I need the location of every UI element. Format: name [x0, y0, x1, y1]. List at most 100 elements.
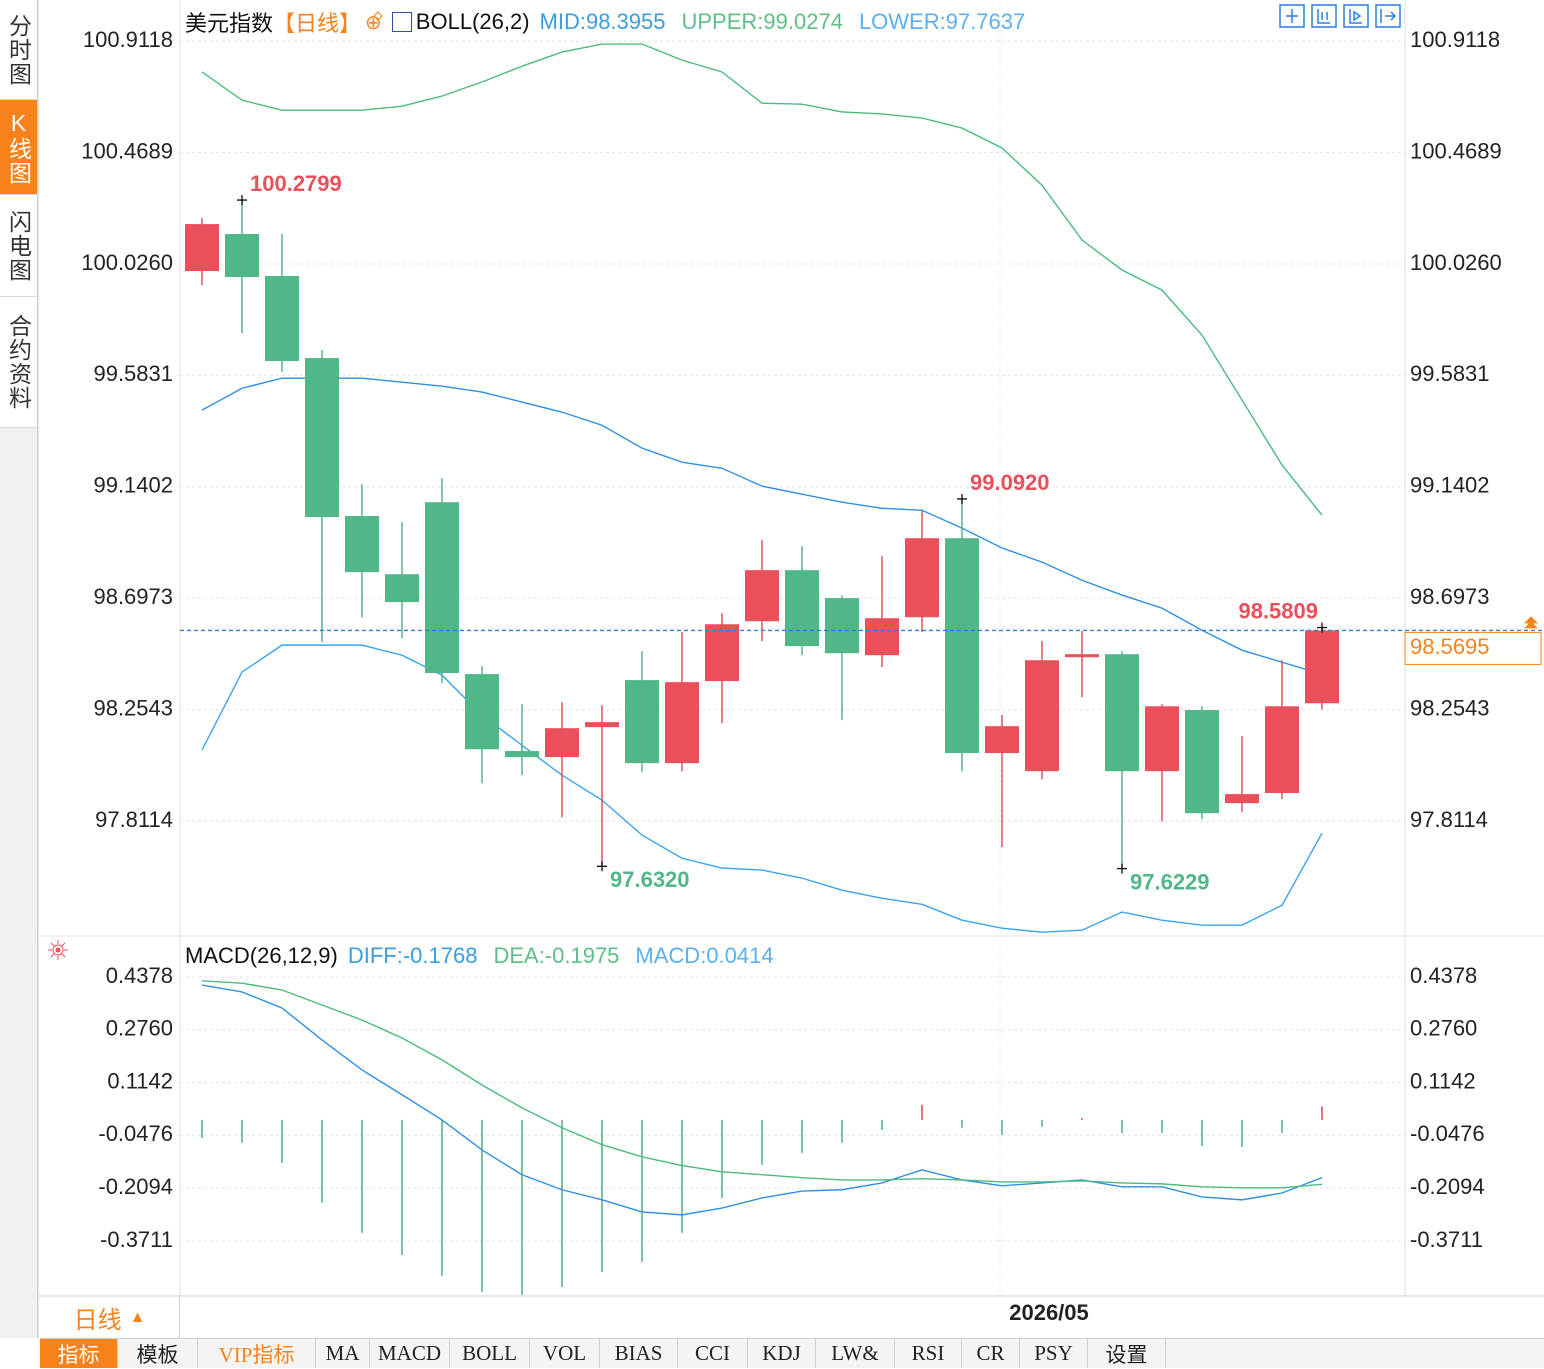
extreme-label: 98.5809: [1238, 598, 1318, 623]
indicator-tab[interactable]: BOLL: [450, 1338, 530, 1368]
boll-line: [201, 43, 1323, 516]
extreme-label: 100.2799: [250, 171, 342, 196]
y-tick-label: 100.0260: [81, 250, 173, 275]
extreme-label: 97.6229: [1130, 869, 1210, 894]
sidebar-tab[interactable]: K线图: [0, 100, 38, 195]
macd-name: MACD(26,12,9): [185, 943, 338, 968]
candle-body: [1265, 706, 1299, 794]
candle-body: [1305, 630, 1339, 704]
candle-body: [225, 234, 259, 278]
y-tick-label-right: 97.8114: [1410, 807, 1488, 832]
candle-body: [905, 538, 939, 618]
last-price-marker: [1524, 616, 1538, 629]
sidebar-fill: [0, 428, 38, 1338]
candle-body: [385, 574, 419, 603]
extreme-marker: [957, 493, 967, 504]
macd-value: MACD:0.0414: [635, 943, 774, 968]
macd-header: MACD(26,12,9) DIFF:-0.1768 DEA:-0.1975 M…: [185, 943, 774, 969]
y-tick-label: 0.2760: [106, 1016, 173, 1041]
y-tick-label-right: 100.4689: [1410, 138, 1502, 163]
boll-line: [201, 377, 1323, 675]
sidebar-tab[interactable]: 分时图: [0, 0, 38, 100]
last-price-label: 98.5695: [1410, 634, 1490, 659]
extreme-label: 99.0920: [970, 470, 1050, 495]
sidebar-tab[interactable]: 合约资料: [0, 297, 38, 428]
period-button-label: 日线: [73, 1307, 122, 1334]
boll-mid: MID:98.3955: [539, 9, 666, 34]
y-tick-label-right: 99.5831: [1410, 361, 1490, 386]
y-tick-label: 0.4378: [106, 963, 173, 988]
candle-body: [1185, 710, 1219, 814]
period-button-arrow: ▲: [129, 1308, 146, 1326]
indicator-tab[interactable]: CCI: [678, 1338, 748, 1368]
boll-line: [201, 644, 1323, 933]
candle-body: [785, 570, 819, 647]
indicator-tab[interactable]: LW&: [816, 1338, 895, 1368]
y-tick-label-right: 98.2543: [1410, 696, 1490, 721]
candle-body: [345, 516, 379, 573]
y-tick-label-right: -0.3711: [1410, 1227, 1483, 1252]
indicator-tab[interactable]: MACD: [370, 1338, 450, 1368]
indicator-tab[interactable]: VIP指标: [198, 1338, 316, 1368]
y-tick-label-right: 0.2760: [1410, 1016, 1477, 1041]
y-tick-label: 99.1402: [93, 473, 173, 498]
sun-icon: [48, 940, 68, 960]
candle-body: [585, 722, 619, 728]
period-switch-icon[interactable]: ⊕: [365, 11, 382, 34]
boll-icon: [391, 12, 412, 32]
boll-upper: UPPER:99.0274: [681, 9, 843, 34]
candle-body: [545, 728, 579, 758]
y-tick-label: -0.3711: [100, 1227, 173, 1252]
y-tick-label: 100.9118: [83, 27, 173, 52]
candle-body: [1145, 706, 1179, 772]
y-tick-label-right: -0.2094: [1410, 1174, 1485, 1199]
price-header: 美元指数 【日线】 ⊕ BOLL(26,2) MID:98.3955 UPPER…: [185, 6, 1025, 38]
x-tick-label: 2026/05: [1009, 1300, 1089, 1325]
candle-body: [465, 674, 499, 750]
candle-body: [825, 598, 859, 654]
y-tick-label-right: 99.1402: [1410, 473, 1490, 498]
candle-body: [665, 682, 699, 764]
candle-body: [745, 570, 779, 622]
candle-body: [1225, 794, 1259, 804]
candle-body: [425, 502, 459, 674]
macd-dea: DEA:-0.1975: [493, 943, 620, 968]
symbol-name: 美元指数: [185, 11, 274, 36]
y-tick-label-right: -0.0476: [1410, 1121, 1485, 1146]
indicator-tab[interactable]: 设置: [1088, 1338, 1166, 1368]
y-tick-label-right: 0.1142: [1410, 1068, 1476, 1093]
candle-body: [1065, 654, 1099, 658]
indicator-tab[interactable]: BIAS: [600, 1338, 678, 1368]
y-tick-label: 98.6973: [93, 584, 173, 609]
extreme-label: 97.6320: [610, 867, 690, 892]
candle-body: [705, 624, 739, 682]
sidebar-tab[interactable]: 闪电图: [0, 195, 38, 297]
indicator-tab[interactable]: 指标: [40, 1338, 118, 1368]
candle-body: [185, 224, 219, 271]
indicator-tab[interactable]: PSY: [1020, 1338, 1088, 1368]
candle-body: [625, 680, 659, 764]
period-button[interactable]: 日线 ▲: [40, 1297, 180, 1338]
indicator-tab[interactable]: VOL: [530, 1338, 600, 1368]
toolbar-icons[interactable]: [1279, 4, 1401, 28]
y-tick-label: 98.2543: [93, 696, 173, 721]
boll-name: BOLL(26,2): [415, 9, 530, 34]
indicator-tab[interactable]: CR: [962, 1338, 1020, 1368]
macd-diff: DIFF:-0.1768: [347, 943, 478, 968]
period-label[interactable]: 【日线】: [273, 11, 362, 36]
y-tick-label-right: 100.9118: [1410, 27, 1500, 52]
period-icon: [373, 11, 383, 21]
candle-body: [865, 618, 899, 656]
extreme-marker: [1317, 622, 1327, 633]
y-tick-label: -0.2094: [98, 1174, 173, 1199]
indicator-tab[interactable]: 模板: [118, 1338, 198, 1368]
y-tick-label-right: 0.4378: [1410, 963, 1477, 988]
indicator-tab[interactable]: MA: [316, 1338, 370, 1368]
indicator-tab[interactable]: KDJ: [748, 1338, 816, 1368]
indicator-tab[interactable]: RSI: [895, 1338, 962, 1368]
y-tick-label: -0.0476: [98, 1121, 173, 1146]
y-tick-label: 100.4689: [81, 138, 173, 163]
